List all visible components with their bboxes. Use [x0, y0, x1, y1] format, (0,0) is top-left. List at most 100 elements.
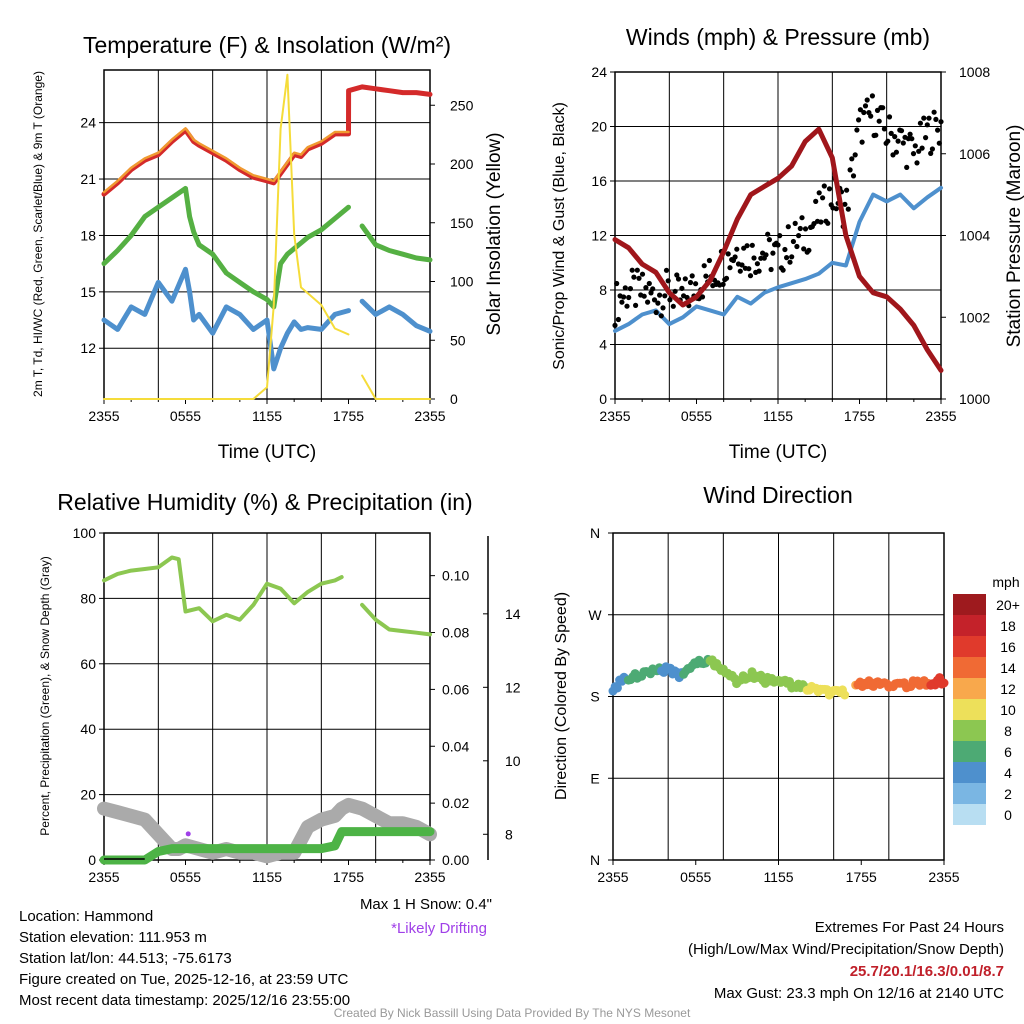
gust-dot: [624, 303, 630, 309]
legend-swatch: [953, 762, 986, 783]
gust-dot: [687, 279, 694, 286]
gust-dot: [893, 149, 900, 155]
gust-dot: [799, 215, 805, 221]
gust-dot: [912, 143, 918, 149]
y-tick-label: N: [590, 525, 600, 541]
legend-swatch: [953, 636, 986, 657]
x-tick-label: 1155: [763, 408, 793, 424]
gust-dot: [732, 254, 738, 260]
x-tick-label: 2355: [925, 408, 956, 424]
precip-tick-label: 0.00: [442, 852, 469, 868]
gust-dot: [825, 220, 831, 226]
gust-dot: [703, 273, 709, 279]
gust-dot: [909, 136, 915, 142]
gust-dot: [818, 219, 824, 225]
created-text: Figure created on Tue, 2025-12-16, at 23…: [19, 971, 349, 988]
y-tick-label: 24: [591, 64, 607, 80]
gust-dot: [765, 231, 771, 237]
series-line: [102, 127, 350, 194]
gust-dot: [864, 97, 870, 103]
pressure-line: [612, 126, 944, 373]
y-right-tick-label: 1008: [959, 64, 990, 80]
y-tick-label: S: [590, 689, 599, 705]
gust-dot: [636, 275, 642, 281]
temperature-panel: 2355 0555 1155 1755 2355 12 15 18 21 24 0 50 100 150 2…: [31, 32, 505, 463]
gust-dot: [679, 285, 685, 291]
gust-dot: [675, 276, 682, 282]
legend-swatch: [953, 720, 986, 741]
gust-dot: [619, 299, 625, 305]
y-tick-label: 24: [80, 115, 96, 131]
gust-dot: [921, 115, 927, 121]
gust-dot: [646, 280, 652, 287]
gust-dot: [869, 93, 876, 99]
y-tick-label: 15: [80, 284, 96, 300]
x-tick-label: 1755: [844, 408, 875, 424]
y-tick-label: 40: [80, 721, 96, 737]
y-right-tick-label: 1004: [959, 228, 990, 244]
gust-dot: [663, 267, 670, 273]
y-tick-label: 8: [599, 282, 607, 298]
gust-dot: [627, 286, 634, 292]
y-tick-label: 12: [80, 340, 96, 356]
latlon-text: Station lat/lon: 44.513; -75.6173: [19, 950, 232, 967]
gust-dot: [886, 114, 893, 120]
gust-dot: [655, 300, 661, 306]
x-tick-label: 0555: [681, 408, 712, 424]
gust-dot: [699, 294, 706, 300]
gust-dot: [672, 288, 678, 294]
y-tick-label: N: [590, 852, 600, 868]
chart-title: Temperature (F) & Insolation (W/m²): [83, 32, 451, 58]
gust-dot: [904, 164, 910, 170]
y-right-axis-label: Solar Insolation (Yellow): [484, 132, 505, 335]
gust-dot: [631, 274, 637, 280]
gust-dot: [701, 263, 707, 269]
max-snow-note: Max 1 H Snow: 0.4": [359, 896, 492, 913]
gust-dot: [917, 120, 924, 126]
precip-tick-label: 0.08: [442, 625, 469, 641]
gust-dot: [928, 150, 934, 156]
legend-label: 20+: [996, 597, 1020, 613]
legend-label: 18: [1000, 618, 1016, 634]
gust-dot: [660, 305, 666, 311]
gust-dot: [746, 266, 752, 272]
gust-dot: [907, 131, 913, 137]
gust-dot: [861, 109, 867, 116]
gust-dot: [910, 151, 917, 157]
gust-dot: [754, 261, 761, 267]
gust-dot: [634, 267, 640, 273]
y-axis-label: Direction (Colored By Speed): [553, 592, 570, 800]
y-axis-label: 2m T, Td, HI/WC (Red, Green, Scarlet/Blu…: [31, 71, 45, 397]
gust-dot: [756, 268, 762, 274]
gust-dot: [820, 195, 826, 201]
gust-dot: [801, 246, 807, 252]
credit-text: Created By Nick Bassill Using Data Provi…: [333, 1006, 691, 1020]
y-right-axis-label: Station Pressure (Maroon): [1004, 125, 1024, 348]
gust-dot: [615, 316, 622, 323]
gust-dot: [898, 128, 905, 134]
gust-dot: [653, 309, 659, 316]
gust-dot: [847, 167, 853, 173]
gust-dot: [885, 138, 891, 144]
gust-dot: [651, 297, 658, 303]
gust-dot: [749, 242, 755, 248]
gust-dot: [641, 293, 647, 299]
y-axis-label: Percent, Precipitation (Green), & Snow D…: [38, 556, 52, 835]
gust-dot: [770, 250, 776, 256]
gust-dot: [789, 254, 795, 260]
gust-dot: [816, 190, 822, 196]
snow-tick-label: 12: [505, 679, 521, 695]
station-info: Location: Hammond Station elevation: 111…: [19, 906, 350, 1011]
legend-swatch: [953, 678, 986, 699]
y-right-tick-label: 0: [450, 391, 458, 407]
gust-dot: [842, 201, 848, 207]
gust-dot: [658, 313, 664, 319]
max-gust-text: Max Gust: 23.3 mph On 12/16 at 2140 UTC: [713, 985, 1004, 1002]
x-tick-label: 2355: [599, 408, 630, 424]
gust-dot: [895, 138, 901, 144]
gust-dot: [914, 160, 920, 166]
gust-dot: [784, 255, 790, 261]
y-right-tick-label: 1006: [959, 146, 990, 162]
gust-dot: [648, 290, 654, 296]
gust-dot: [785, 224, 791, 230]
